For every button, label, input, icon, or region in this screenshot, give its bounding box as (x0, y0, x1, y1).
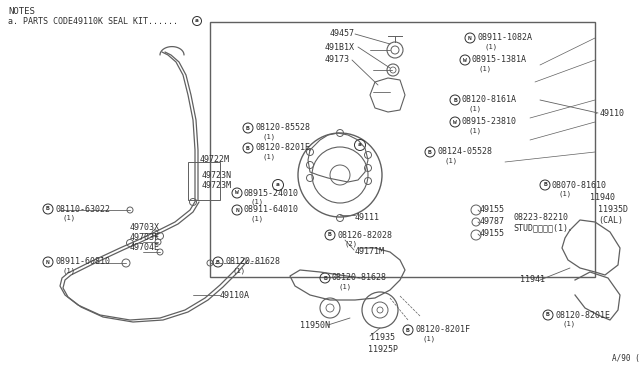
Text: 11935: 11935 (370, 334, 395, 343)
Text: a. PARTS CODE49110K SEAL KIT......: a. PARTS CODE49110K SEAL KIT...... (8, 16, 178, 26)
Text: B: B (543, 183, 547, 187)
Text: (1): (1) (469, 106, 482, 112)
Text: B: B (428, 150, 432, 154)
Text: 49171M: 49171M (355, 247, 385, 257)
Text: B: B (216, 260, 220, 264)
Text: W: W (453, 119, 457, 125)
Text: 49155: 49155 (480, 230, 505, 238)
Text: (1): (1) (62, 268, 75, 274)
Text: 08120-8201E: 08120-8201E (555, 311, 610, 320)
Text: 49703X: 49703X (130, 224, 160, 232)
Text: 49704E: 49704E (130, 244, 160, 253)
Text: 49723M: 49723M (202, 180, 232, 189)
Text: 08120-81628: 08120-81628 (332, 273, 387, 282)
Text: B: B (546, 312, 550, 317)
Text: (1): (1) (262, 154, 275, 160)
Text: 08070-81610: 08070-81610 (552, 180, 607, 189)
Text: STUDスタッド(1): STUDスタッド(1) (513, 224, 568, 232)
Text: B: B (453, 97, 457, 103)
Text: W: W (463, 58, 467, 62)
Text: (1): (1) (262, 134, 275, 140)
Text: 49722M: 49722M (200, 155, 230, 164)
Text: 08126-82028: 08126-82028 (337, 231, 392, 240)
Text: N: N (235, 208, 239, 212)
Text: (1): (1) (232, 268, 245, 274)
Text: B: B (246, 125, 250, 131)
Text: (1): (1) (62, 215, 75, 221)
Text: 11950N: 11950N (300, 321, 330, 330)
Text: 49111: 49111 (355, 214, 380, 222)
Bar (188, 162, 220, 200)
Text: 11925P: 11925P (368, 346, 398, 355)
Text: 49110: 49110 (600, 109, 625, 118)
Text: 49155: 49155 (480, 205, 505, 215)
Text: NOTES: NOTES (8, 6, 35, 16)
Text: B: B (46, 206, 50, 212)
Text: (1): (1) (251, 199, 264, 205)
Text: 11940: 11940 (590, 193, 615, 202)
Text: 08911-1082A: 08911-1082A (477, 33, 532, 42)
Text: (2): (2) (344, 241, 357, 247)
Text: N: N (468, 35, 472, 41)
Text: 11935D: 11935D (598, 205, 628, 215)
Text: B: B (328, 232, 332, 237)
Text: B: B (246, 145, 250, 151)
Text: 49173: 49173 (325, 55, 350, 64)
Text: 49110A: 49110A (220, 292, 250, 301)
Text: 08915-24010: 08915-24010 (244, 189, 299, 198)
Text: 49787: 49787 (480, 218, 505, 227)
Text: (1): (1) (422, 336, 435, 342)
Text: 08915-1381A: 08915-1381A (472, 55, 527, 64)
Text: 08911-64010: 08911-64010 (244, 205, 299, 215)
Text: N: N (46, 260, 50, 264)
Text: 49703F: 49703F (130, 234, 160, 243)
Text: a: a (358, 142, 362, 148)
Text: 08223-82210: 08223-82210 (513, 214, 568, 222)
Text: 08120-85528: 08120-85528 (255, 124, 310, 132)
Text: 08120-8201F: 08120-8201F (415, 326, 470, 334)
Text: (1): (1) (444, 158, 457, 164)
Text: 08911-60810: 08911-60810 (55, 257, 110, 266)
Text: (1): (1) (339, 284, 352, 290)
Text: 491B1X: 491B1X (325, 42, 355, 51)
Text: 08915-23810: 08915-23810 (462, 118, 517, 126)
Text: W: W (235, 190, 239, 196)
Text: (1): (1) (559, 191, 572, 197)
Text: (1): (1) (469, 128, 482, 134)
Text: (1): (1) (562, 321, 575, 327)
Text: 08120-81628: 08120-81628 (225, 257, 280, 266)
Text: 08124-05528: 08124-05528 (437, 148, 492, 157)
Text: a: a (195, 19, 199, 23)
Bar (210, 22, 595, 277)
Text: (CAL): (CAL) (598, 215, 623, 224)
Text: (1): (1) (484, 44, 497, 50)
Text: 08120-8161A: 08120-8161A (462, 96, 517, 105)
Text: B: B (323, 276, 327, 280)
Text: a: a (276, 183, 280, 187)
Text: (1): (1) (251, 216, 264, 222)
Text: A/90 (0067: A/90 (0067 (612, 354, 640, 363)
Text: 49457: 49457 (330, 29, 355, 38)
Text: B: B (406, 327, 410, 333)
Text: 11941: 11941 (520, 276, 545, 285)
Text: 08120-8201E: 08120-8201E (255, 144, 310, 153)
Text: 49723N: 49723N (202, 170, 232, 180)
Text: (1): (1) (479, 66, 492, 72)
Text: 08110-63022: 08110-63022 (55, 205, 110, 214)
